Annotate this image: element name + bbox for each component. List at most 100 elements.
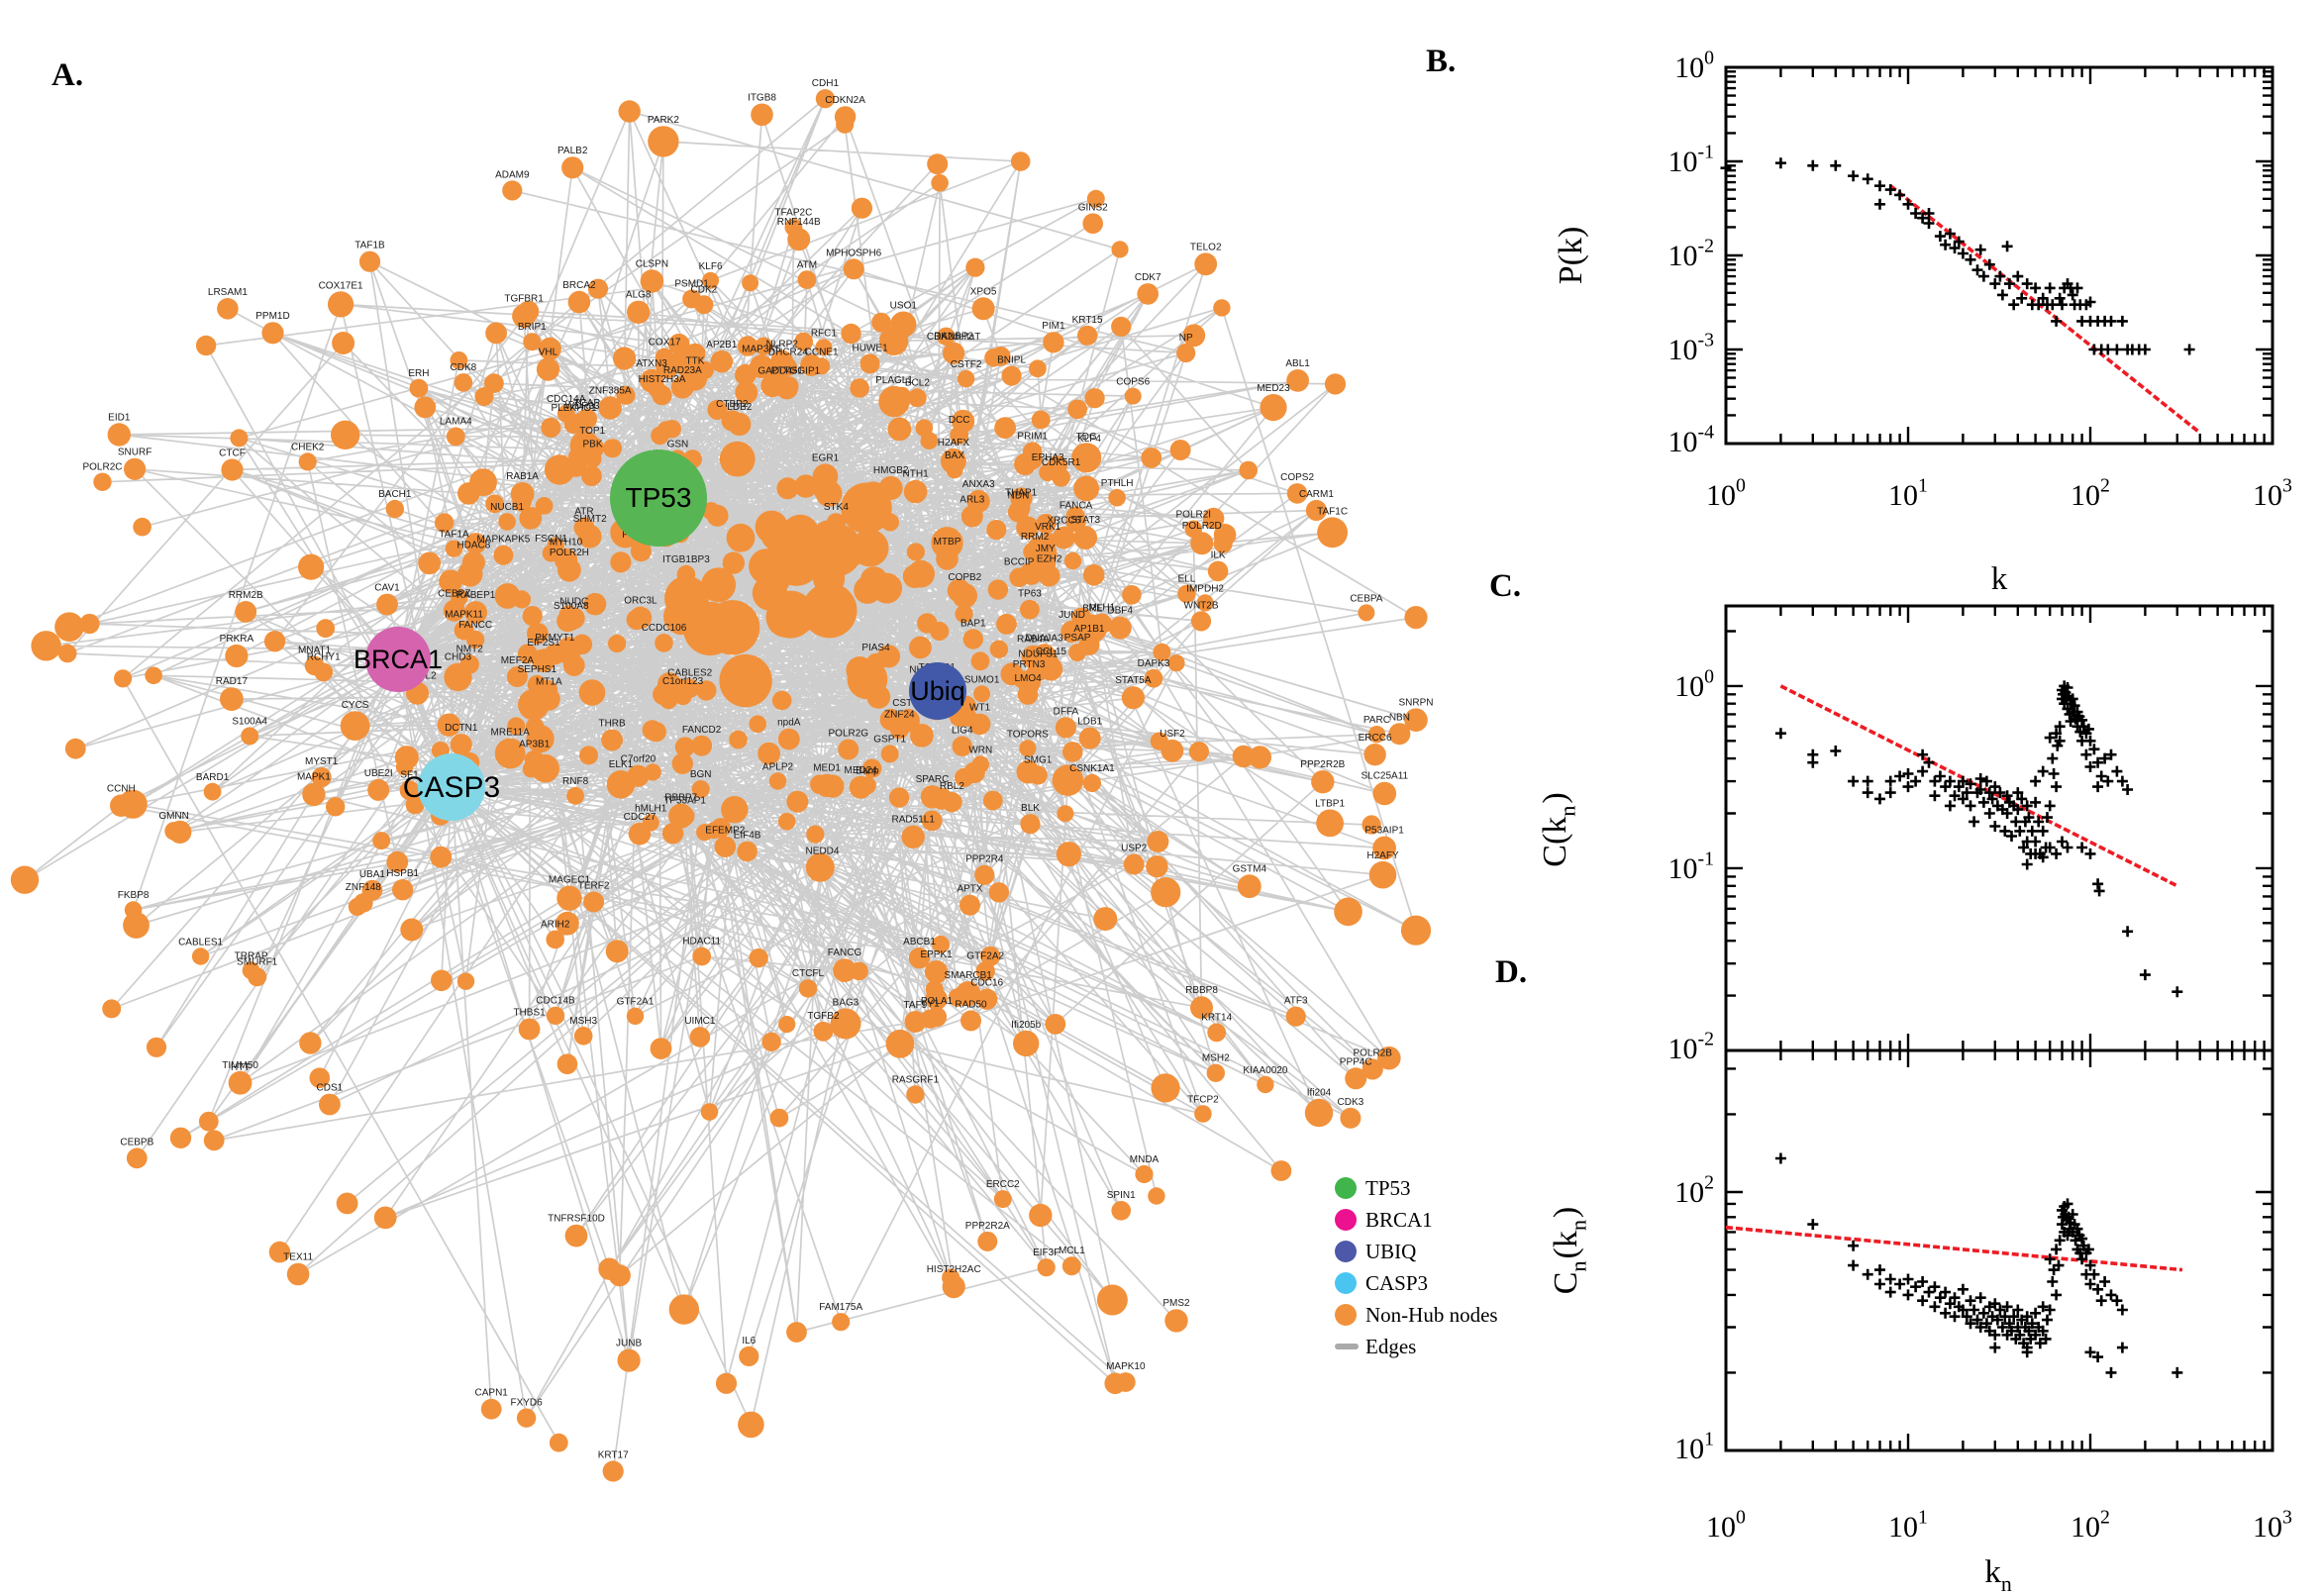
- network-node: [707, 619, 731, 642]
- network-node: [546, 1006, 565, 1026]
- network-node-label: ABL1: [1285, 358, 1310, 369]
- network-node: [195, 335, 217, 356]
- network-node: [1141, 448, 1162, 468]
- network-node: [228, 1070, 252, 1095]
- network-node-label: XRCC6: [1047, 516, 1080, 527]
- scatter-points: [1774, 1152, 2183, 1378]
- network-node-label: HMGB2: [873, 465, 909, 476]
- network-node-label: SUMO1: [964, 674, 1000, 685]
- network-node-label: Ifi205b: [1011, 1020, 1041, 1031]
- network-node-label: TFCP2: [1187, 1094, 1219, 1105]
- network-node: [394, 746, 419, 770]
- network-node: [1153, 643, 1171, 661]
- network-node: [674, 737, 695, 757]
- network-node: [1093, 907, 1118, 932]
- network-node-label: BACH1: [378, 489, 412, 500]
- network-node-label: COX17: [649, 338, 681, 349]
- network-node: [1055, 717, 1076, 739]
- network-node-label: NUDC: [559, 597, 588, 608]
- network-node: [965, 257, 985, 277]
- network-node-label: SEPHS1: [518, 664, 557, 675]
- network-node-label: MNDA: [1130, 1154, 1160, 1165]
- network-node: [537, 679, 558, 701]
- network-node: [971, 297, 995, 321]
- network-node: [484, 373, 504, 393]
- network-node: [608, 634, 627, 653]
- network-node: [1146, 855, 1168, 878]
- network-node: [544, 454, 575, 485]
- network-node-label: GSTM4: [1233, 863, 1267, 874]
- network-node-label: CSTF2: [951, 359, 982, 370]
- network-node-label: PTTG1: [771, 366, 804, 377]
- network-node: [962, 629, 983, 649]
- network-node-label: POLA1: [921, 996, 954, 1007]
- network-node: [1073, 526, 1098, 549]
- network-node: [843, 258, 864, 280]
- network-node: [659, 691, 678, 710]
- panel-c: 100 10-1 10-2 C(kn ): [1537, 604, 2274, 1065]
- network-node: [446, 427, 465, 447]
- network-node: [191, 948, 210, 965]
- network-node: [309, 1067, 331, 1088]
- network-node-label: SPIN1: [1107, 1190, 1136, 1201]
- legend-label: Non-Hub nodes: [1365, 1302, 1498, 1327]
- network-node: [890, 311, 917, 338]
- network-node-label: Ifi204: [1307, 1088, 1332, 1099]
- legend-label: BRCA1: [1365, 1207, 1433, 1232]
- tick-label: 103: [2253, 1507, 2292, 1545]
- network-node-label: ALG8: [626, 290, 652, 301]
- network-node: [987, 579, 1009, 600]
- network-node: [261, 322, 284, 345]
- network-node: [1248, 746, 1271, 769]
- network-node: [535, 497, 554, 515]
- network-node: [1202, 507, 1225, 530]
- network-node: [169, 1127, 192, 1149]
- tick-label: 10-3: [1668, 330, 1715, 367]
- network-node: [605, 940, 629, 963]
- network-node: [1022, 442, 1043, 462]
- network-node-label: TAF9: [904, 1000, 928, 1011]
- network-node-label: CCDC106: [642, 623, 687, 634]
- network-node: [646, 722, 666, 743]
- network-node: [788, 542, 809, 562]
- network-node: [1082, 213, 1103, 234]
- network-node-label: GINS2: [1078, 202, 1108, 213]
- network-core-node: [719, 441, 756, 477]
- network-node: [1052, 468, 1070, 487]
- network-node-label: WDR33: [565, 401, 600, 412]
- network-node: [903, 479, 928, 504]
- network-node-label: RAD17: [216, 676, 249, 687]
- network-node-label: SHMT2: [573, 514, 607, 525]
- network-node: [474, 387, 494, 407]
- network-node: [1121, 686, 1145, 710]
- network-node-label: WRN: [968, 745, 992, 755]
- network-node: [910, 724, 934, 748]
- network-node: [1012, 1030, 1040, 1057]
- network-node: [950, 426, 969, 445]
- network-node: [1056, 842, 1081, 867]
- network-node-label: USF2: [1160, 729, 1185, 740]
- network-node: [567, 290, 591, 314]
- network-node-label: ITGB8: [748, 93, 776, 104]
- network-node: [920, 785, 945, 809]
- network-node-label: LMO4: [1014, 673, 1042, 684]
- network-node-label: NDUFS1: [1018, 648, 1058, 659]
- network-node: [556, 911, 579, 936]
- network-node: [1091, 613, 1113, 635]
- network-node: [994, 417, 1016, 439]
- network-node-label: EPHA3: [1032, 452, 1064, 463]
- network-node-label: AP1B1: [1073, 624, 1105, 635]
- network-node: [126, 1147, 148, 1169]
- network-node: [1190, 996, 1213, 1020]
- network-node-label: ELK1: [609, 759, 634, 770]
- network-core-node: [719, 653, 772, 708]
- legend-label: Edges: [1365, 1334, 1417, 1358]
- network-node-label: PPP2R2B: [1300, 759, 1345, 770]
- fit-line: [1779, 684, 2178, 888]
- network-node: [1019, 740, 1037, 757]
- network-node: [1368, 860, 1397, 889]
- network-node-label: BRCA2: [562, 280, 596, 291]
- network-node: [1001, 365, 1022, 386]
- network-node: [989, 640, 1009, 658]
